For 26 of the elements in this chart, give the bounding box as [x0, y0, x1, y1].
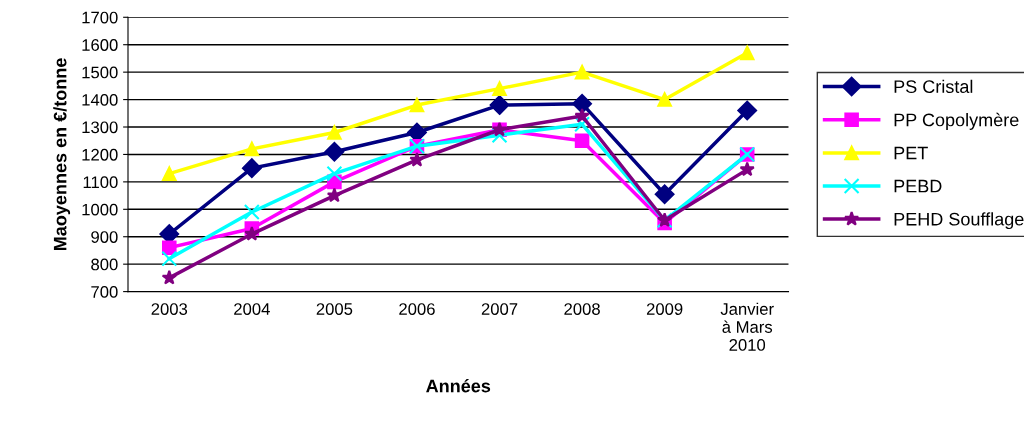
y-tick-label: 900 — [91, 231, 118, 243]
x-tick-label: 2007 — [481, 303, 518, 315]
x-tick-label: 2006 — [399, 303, 435, 315]
x-axis-title: Années — [426, 378, 491, 393]
x-tick-label: 2003 — [151, 303, 188, 315]
y-tick-label: 800 — [91, 258, 118, 271]
y-tick-label: 1500 — [82, 66, 118, 79]
legend-label: PP Copolymère — [894, 112, 1019, 130]
y-tick-label: 1300 — [82, 121, 118, 134]
legend-label: PEHD Soufflage — [894, 212, 1024, 230]
x-tick-label: 2008 — [564, 303, 600, 315]
legend-label: PEBD — [894, 179, 942, 193]
y-tick-label: 1600 — [82, 39, 118, 51]
x-tick-label: 2009 — [646, 303, 683, 315]
y-tick-label: 1400 — [82, 93, 118, 106]
x-tick-label: 2005 — [316, 303, 353, 315]
y-tick-label: 700 — [91, 286, 118, 298]
y-tick-label: 1200 — [82, 148, 118, 161]
legend-label: PS Cristal — [894, 79, 973, 94]
y-tick-label: 1700 — [82, 11, 118, 24]
y-axis-title: Maoyennes en €/tonne — [53, 58, 71, 251]
x-tick-label: 2004 — [234, 303, 270, 315]
x-tick-label: Janvier à Mars 2010 — [720, 302, 774, 351]
legend-label: PET — [894, 146, 928, 160]
y-tick-label: 1000 — [82, 203, 118, 216]
y-tick-label: 1100 — [83, 176, 118, 189]
